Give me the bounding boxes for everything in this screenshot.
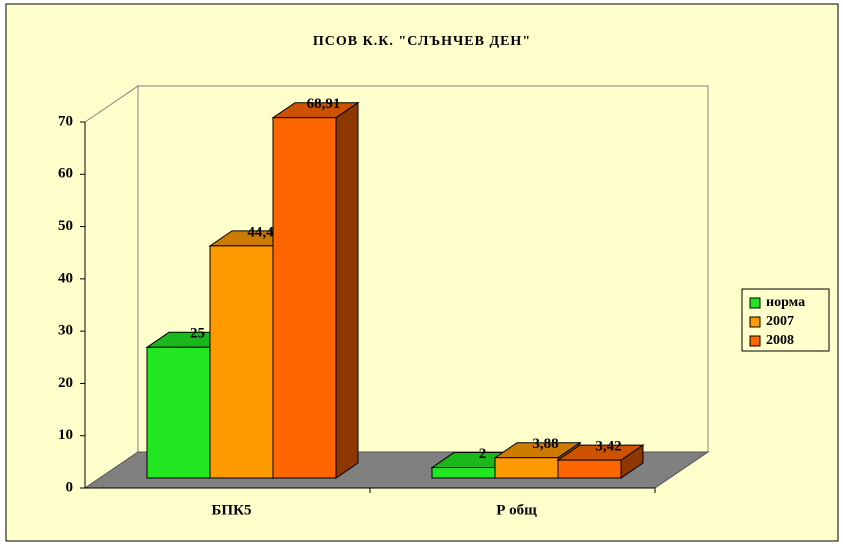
y-tick-label: 30 [58,323,73,339]
legend-swatch [749,335,761,347]
bar-side [335,101,359,479]
data-label: 3,88 [532,436,558,452]
y-tick-label: 10 [58,427,73,443]
data-label: 3,42 [595,439,621,455]
bar [557,459,622,479]
chart-title: ПСОВ К.К. "СЛЪНЧЕВ ДЕН" [313,34,531,49]
y-tick-label: 70 [58,113,73,129]
data-label: 44,4 [247,224,274,240]
y-tick-label: 60 [58,166,73,182]
data-label: 2 [479,446,487,462]
legend-label: 2007 [766,314,794,329]
bar [209,245,274,479]
legend-label: 2008 [766,333,794,348]
y-tick-label: 20 [58,375,73,391]
legend-swatch [749,316,761,328]
bar [494,457,559,479]
y-tick-label: 50 [58,218,73,234]
y-tick-label: 0 [66,479,74,495]
legend-swatch [749,297,761,309]
data-label: 25 [190,326,205,342]
data-label: 68,91 [307,96,341,112]
bar [431,467,496,479]
x-tick-label: Р общ [496,502,537,518]
y-tick-label: 40 [58,270,73,286]
bar [272,117,337,479]
x-tick-label: БПК5 [212,502,252,518]
legend-label: норма [766,295,805,310]
bar [146,346,211,479]
